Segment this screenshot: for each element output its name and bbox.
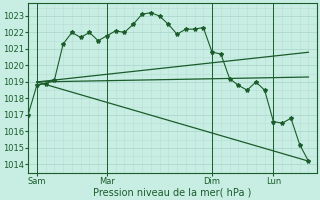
X-axis label: Pression niveau de la mer( hPa ): Pression niveau de la mer( hPa ) xyxy=(93,187,252,197)
